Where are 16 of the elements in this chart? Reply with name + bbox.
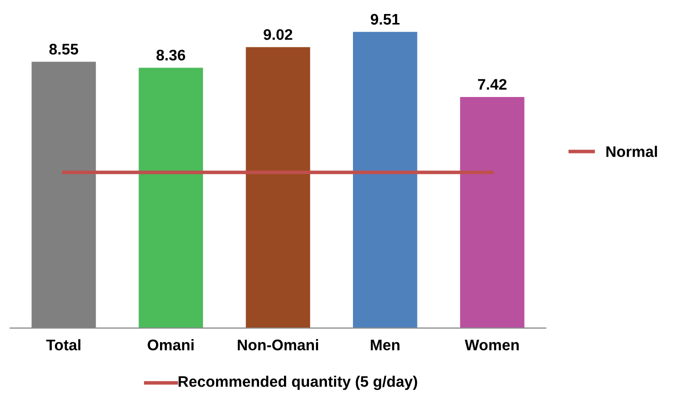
x-tick-label: Omani (148, 339, 194, 350)
x-tick-label: Non-Omani (238, 339, 318, 350)
bar (352, 32, 418, 328)
data-label: 8.55 (49, 44, 78, 55)
legend-label: Normal (606, 146, 657, 158)
bar (246, 47, 310, 328)
data-label: 7.42 (478, 78, 506, 90)
x-tick-label: Total (46, 339, 80, 350)
data-label: 9.51 (370, 14, 400, 25)
bar (460, 96, 524, 328)
x-tick-label: Women (464, 340, 519, 350)
text: Recommended quantity (5 g/day) (178, 376, 418, 390)
bar (138, 68, 203, 328)
x-tick-label: Men (370, 340, 400, 350)
data-label: 9.02 (264, 29, 292, 40)
data-label: 8.36 (156, 50, 186, 61)
